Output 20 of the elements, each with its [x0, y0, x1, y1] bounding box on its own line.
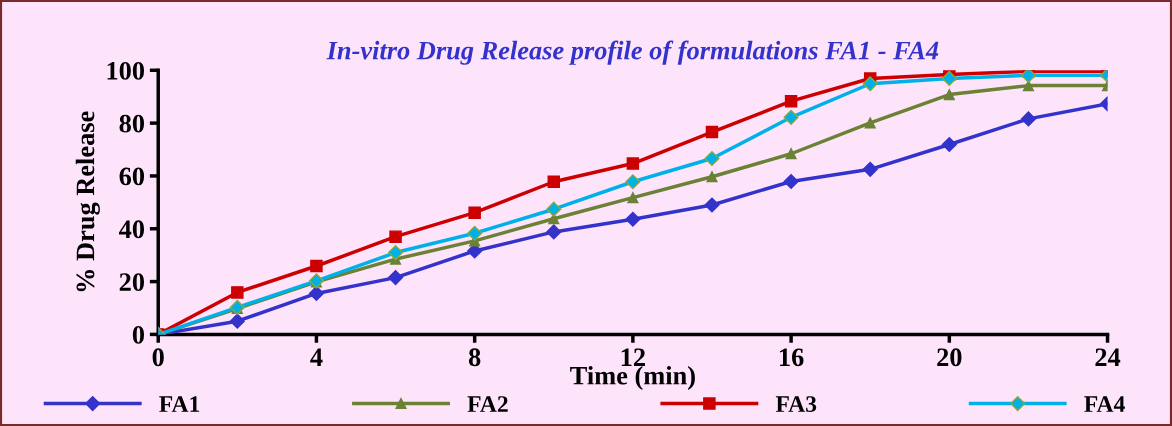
x-tick-label: 16 [780, 348, 804, 367]
y-tick-label: 60 [119, 167, 145, 186]
legend-label: FA1 [159, 396, 200, 412]
y-tick-label: 0 [132, 326, 145, 344]
x-tick-label: 20 [937, 348, 962, 367]
legend-label: FA2 [467, 396, 508, 412]
x-tick-label: 8 [468, 348, 481, 367]
y-axis-title: % Drug Release [75, 111, 100, 292]
x-tick-label: 4 [310, 348, 323, 366]
x-tick-label: 0 [152, 348, 164, 367]
y-tick-label: 100 [107, 61, 145, 80]
legend-label: FA4 [1084, 396, 1125, 412]
x-tick-label: 24 [1095, 348, 1121, 366]
x-tick-label: 12 [621, 348, 645, 366]
y-tick-label: 20 [119, 273, 145, 291]
y-tick-label: 40 [119, 220, 145, 239]
legend-label: FA3 [775, 396, 817, 413]
x-axis-title: Time (min) [570, 365, 695, 390]
y-tick-label: 80 [119, 114, 145, 133]
chart-title: In-vitro Drug Release profile of formulations FA1 - FA4 [326, 40, 939, 65]
